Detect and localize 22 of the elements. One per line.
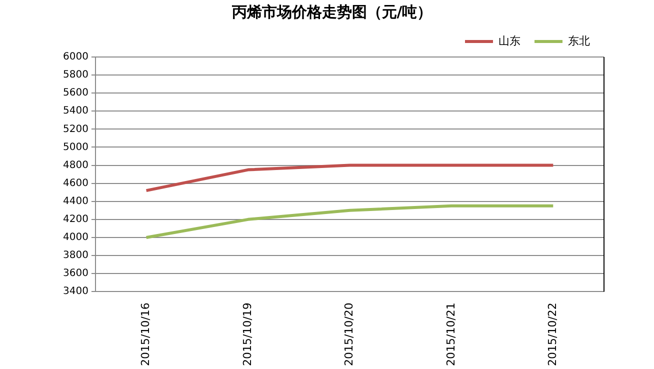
y-tick-label: 6000	[62, 52, 88, 63]
legend-label: 山东	[498, 34, 520, 48]
y-tick-label: 4600	[62, 178, 88, 189]
y-tick-label: 3400	[62, 286, 88, 298]
y-tick-label: 4400	[62, 196, 88, 207]
x-tick-label: 2015/10/20	[342, 302, 356, 366]
y-tick-label: 5800	[62, 70, 88, 81]
x-tick-label: 2015/10/22	[546, 302, 560, 366]
x-tick-label: 2015/10/21	[444, 302, 458, 366]
y-tick-label: 4000	[62, 232, 88, 244]
y-tick-label: 3600	[62, 268, 88, 280]
y-tick-label: 3800	[62, 250, 88, 262]
y-tick-label: 4200	[62, 214, 88, 226]
y-tick-label: 5200	[62, 124, 88, 135]
x-tick-label: 2015/10/16	[139, 302, 152, 366]
x-tick-label: 2015/10/19	[240, 302, 254, 366]
y-tick-label: 5000	[62, 142, 88, 153]
chart-title: 丙烯市场价格走势图（元/吨）	[230, 2, 432, 21]
y-tick-label: 4800	[62, 160, 88, 171]
y-tick-label: 5600	[62, 88, 88, 99]
y-tick-label: 5400	[62, 106, 88, 117]
legend-label: 东北	[568, 34, 590, 48]
